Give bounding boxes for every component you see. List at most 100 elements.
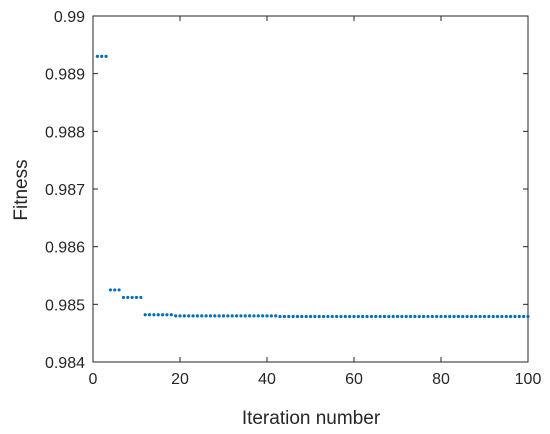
data-point <box>248 314 252 318</box>
data-point <box>174 314 178 318</box>
data-point <box>500 314 504 319</box>
data-point <box>422 314 426 319</box>
data-point <box>252 314 256 318</box>
data-point <box>226 314 230 318</box>
data-point <box>261 314 265 318</box>
data-point <box>313 314 317 319</box>
y-tick-label: 0.989 <box>45 67 85 84</box>
data-point <box>513 314 517 319</box>
data-point <box>369 314 373 319</box>
data-point <box>435 314 439 319</box>
data-point <box>356 314 360 319</box>
data-point <box>365 314 369 319</box>
data-point <box>378 314 382 319</box>
data-point <box>335 314 339 319</box>
data-point <box>495 314 500 319</box>
data-point <box>448 314 452 319</box>
data-point <box>465 314 469 319</box>
data-point <box>321 314 326 319</box>
data-point <box>117 288 121 292</box>
y-tick-label: 0.986 <box>45 240 85 257</box>
data-point <box>239 314 243 318</box>
data-point <box>404 314 408 319</box>
data-point <box>139 295 143 300</box>
data-point <box>374 314 378 319</box>
data-point <box>482 314 487 319</box>
data-point <box>287 314 291 319</box>
data-point <box>95 54 99 58</box>
data-point <box>308 314 313 319</box>
y-tick-label: 0.984 <box>45 355 85 372</box>
data-point <box>234 314 239 318</box>
data-point <box>487 314 491 319</box>
data-point <box>213 314 217 318</box>
data-point <box>395 314 400 319</box>
data-point <box>352 314 356 319</box>
data-point <box>426 314 430 319</box>
data-point <box>348 314 352 319</box>
data-point <box>400 314 404 319</box>
data-point <box>221 314 226 318</box>
data-point <box>343 314 347 319</box>
y-axis-label: Fitness <box>11 159 32 220</box>
data-point <box>330 314 334 319</box>
data-point <box>387 314 391 319</box>
data-point <box>113 288 117 292</box>
data-point <box>204 314 208 318</box>
data-point <box>274 314 278 318</box>
data-point <box>152 313 156 317</box>
data-point <box>265 314 269 318</box>
data-point <box>134 295 139 300</box>
data-point <box>417 314 421 319</box>
data-point <box>165 313 169 317</box>
data-point <box>326 314 330 319</box>
data-point <box>243 314 247 318</box>
data-point <box>452 314 456 319</box>
data-point <box>208 314 213 318</box>
data-point <box>156 313 160 317</box>
y-tick-label: 0.985 <box>45 297 85 314</box>
data-point <box>361 314 365 319</box>
x-tick-label: 60 <box>345 371 363 388</box>
plot-axes: 0 20 40 60 80 100 0.984 0.985 0.986 0.987 0.988 0.9… <box>45 9 541 388</box>
data-point <box>191 314 195 318</box>
data-point <box>456 314 460 319</box>
x-tick-label: 100 <box>515 371 542 388</box>
data-point <box>217 314 221 318</box>
data-point <box>187 314 191 318</box>
data-point <box>291 314 295 319</box>
data-point <box>478 314 482 319</box>
data-point <box>161 313 165 317</box>
data-point <box>439 314 443 319</box>
data-point <box>509 314 513 319</box>
data-point <box>469 314 474 319</box>
data-points <box>95 54 530 319</box>
data-point <box>443 314 447 319</box>
data-point <box>491 314 495 319</box>
data-point <box>200 314 204 318</box>
data-point <box>230 314 234 318</box>
plot-box <box>92 15 529 363</box>
data-point <box>295 314 300 319</box>
data-point <box>269 314 273 318</box>
data-point <box>413 314 417 319</box>
y-tick-label: 0.988 <box>45 124 85 141</box>
data-point <box>126 295 130 300</box>
data-point <box>391 314 395 319</box>
data-point <box>317 314 321 319</box>
x-tick-label: 40 <box>258 371 276 388</box>
data-point <box>461 314 465 319</box>
data-point <box>504 314 508 319</box>
data-point <box>408 314 413 319</box>
data-point <box>178 314 182 318</box>
data-point <box>182 314 186 318</box>
x-tick-label: 80 <box>432 371 450 388</box>
data-point <box>100 54 104 58</box>
data-point <box>108 288 112 292</box>
data-point <box>278 314 282 319</box>
data-point <box>147 313 152 317</box>
data-point <box>304 314 308 319</box>
data-point <box>143 313 147 317</box>
data-point <box>130 295 134 300</box>
